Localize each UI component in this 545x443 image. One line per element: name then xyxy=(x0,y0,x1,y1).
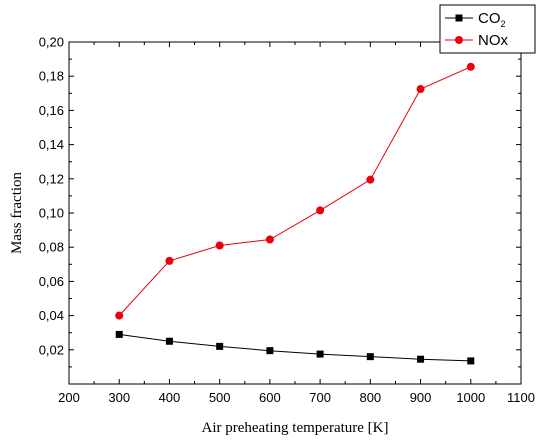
data-point xyxy=(265,235,274,244)
series-line xyxy=(118,66,472,316)
x-tick-label: 1000 xyxy=(456,390,485,405)
data-point xyxy=(115,330,123,338)
data-point xyxy=(215,241,224,250)
axes xyxy=(68,41,522,385)
plot-area xyxy=(115,62,475,365)
x-tick-label: 800 xyxy=(359,390,381,405)
y-tick-label: 0,10 xyxy=(39,206,64,221)
data-point xyxy=(455,14,463,22)
data-point xyxy=(416,85,425,94)
legend-item: NOx xyxy=(445,32,509,49)
x-axis-title: Air preheating temperature [K] xyxy=(202,420,389,436)
legend-box xyxy=(439,4,536,54)
series-co2 xyxy=(115,330,475,365)
data-point xyxy=(316,206,325,215)
data-point xyxy=(366,175,375,184)
y-tick-label: 0,20 xyxy=(39,35,64,50)
y-tick-label: 0,06 xyxy=(39,274,64,289)
legend-subscript: 2 xyxy=(501,19,506,29)
data-point xyxy=(115,311,124,320)
x-tick-label: 300 xyxy=(108,390,130,405)
x-tick-label: 1100 xyxy=(507,390,535,405)
series-nox xyxy=(115,62,475,320)
x-tick-label: 400 xyxy=(159,390,181,405)
legend: CO2 NOx xyxy=(439,4,536,54)
x-tick-label: 200 xyxy=(58,390,80,405)
y-tick-label: 0,14 xyxy=(39,137,64,152)
x-tick-label: 900 xyxy=(410,390,432,405)
data-point xyxy=(467,357,475,365)
data-point xyxy=(466,62,475,71)
data-point xyxy=(165,256,174,265)
data-point xyxy=(417,355,425,363)
x-tick-label: 600 xyxy=(259,390,281,405)
data-point xyxy=(216,342,224,350)
data-point xyxy=(165,337,173,345)
x-tick-label: 700 xyxy=(309,390,331,405)
y-tick-label: 0,04 xyxy=(39,308,64,323)
data-point xyxy=(455,36,463,44)
data-point xyxy=(266,347,274,355)
y-axis-title: Mass fraction xyxy=(9,171,25,254)
y-tick-label: 0,18 xyxy=(39,69,64,84)
ticks: 200 300 400 500 600 700 800 900 1000 1100 0,02 0,04… xyxy=(39,35,535,406)
legend-item: CO2 xyxy=(445,10,506,29)
y-tick-label: 0,16 xyxy=(39,103,64,118)
legend-label: CO2 xyxy=(478,10,506,29)
data-point xyxy=(316,350,324,358)
plot-frame xyxy=(68,41,522,385)
series-line xyxy=(119,333,471,362)
data-point xyxy=(366,353,374,361)
y-tick-label: 0,02 xyxy=(39,342,64,357)
y-tick-label: 0,08 xyxy=(39,240,64,255)
legend-label: NOx xyxy=(478,32,509,49)
x-tick-label: 500 xyxy=(209,390,231,405)
y-tick-label: 0,12 xyxy=(39,171,64,186)
